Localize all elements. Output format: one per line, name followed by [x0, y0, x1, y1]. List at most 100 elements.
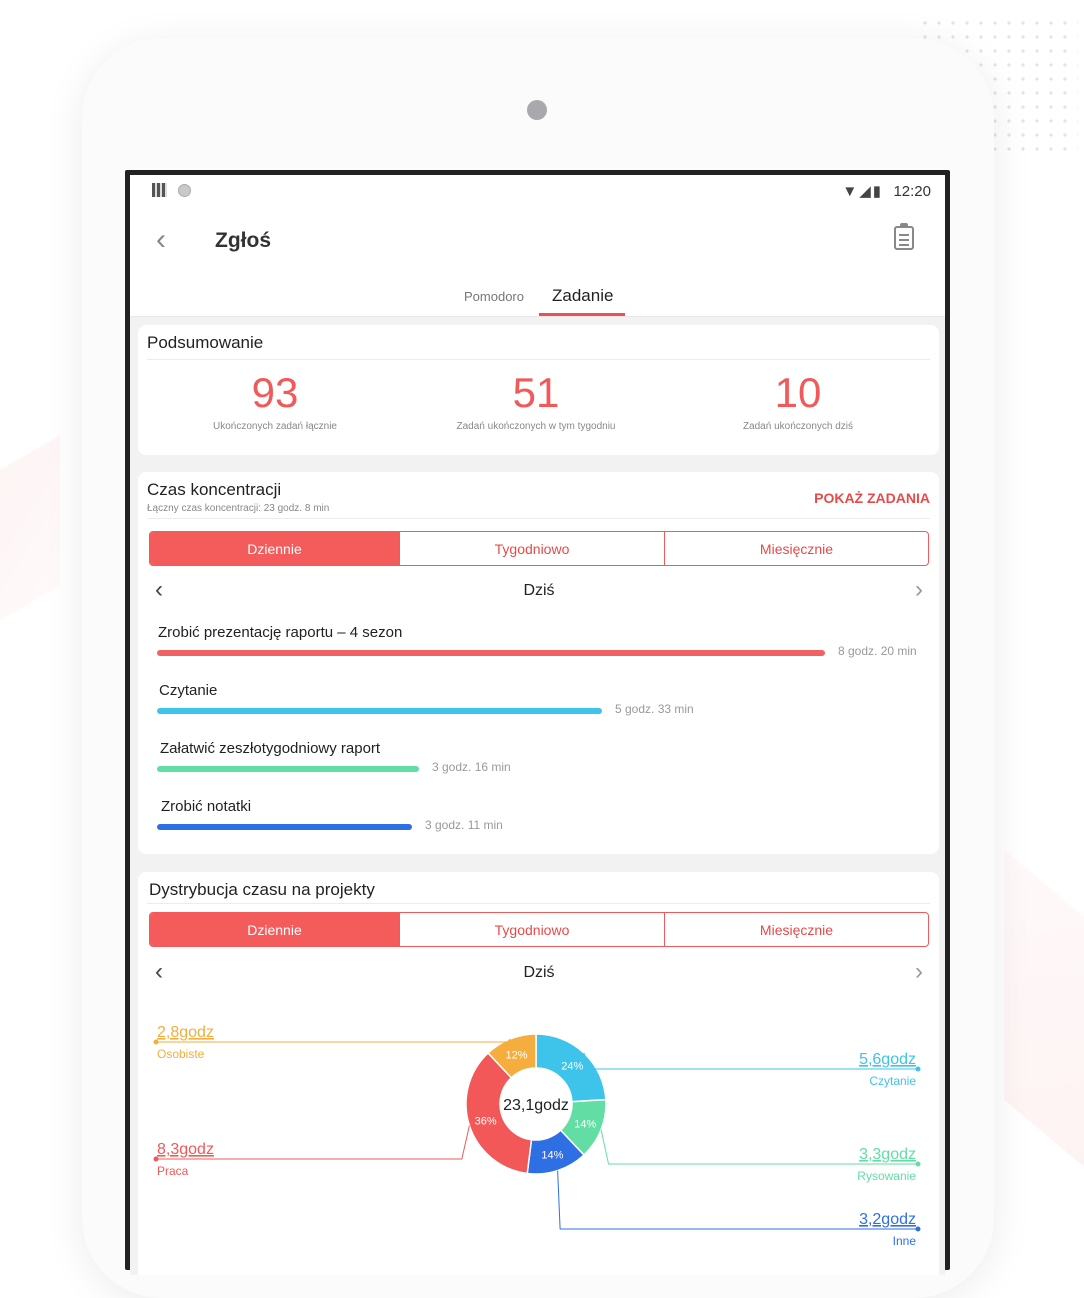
- notification-dot-icon: [178, 184, 191, 197]
- leader-dot: [153, 1039, 159, 1045]
- qr-icon: [152, 183, 167, 197]
- period-navigator: ‹ Dziś ›: [149, 958, 929, 988]
- stat-label: Zadań ukończonych w tym tygodniu: [456, 421, 616, 432]
- device-screen: ▼◢▮ 12:20 ‹ Zgłoś Pomodoro Zadanie Podsu…: [125, 170, 950, 1275]
- clipboard-icon[interactable]: [894, 223, 914, 250]
- camera-icon: [527, 100, 547, 120]
- slice-percent-label: 14%: [574, 1119, 596, 1131]
- chevron-right-icon[interactable]: ›: [915, 958, 923, 985]
- slice-hours-label: 2,8godz: [157, 1024, 214, 1041]
- distribution-segmented-control: Dziennie Tygodniowo Miesięcznie: [149, 912, 929, 947]
- slice-name-label: Rysowanie: [857, 1169, 916, 1183]
- slice-hours-label: 3,2godz: [859, 1211, 916, 1228]
- divider: [147, 359, 930, 360]
- task-name: Załatwić zeszłotygodniowy raport: [160, 740, 381, 757]
- task-name: Czytanie: [159, 682, 218, 699]
- segment-daily[interactable]: Dziennie: [150, 532, 399, 565]
- task-duration: 3 godz. 16 min: [432, 760, 511, 774]
- task-duration-bar: [157, 766, 419, 772]
- leader-dot: [915, 1161, 921, 1167]
- stat-value: 10: [774, 369, 822, 416]
- signal-battery-icons: ▼◢▮: [842, 183, 883, 200]
- slice-hours-label: 3,3godz: [859, 1146, 916, 1163]
- background-decoration: [1004, 849, 1084, 1201]
- app-bar: ‹ Zgłoś Pomodoro Zadanie: [130, 205, 945, 317]
- slice-hours-label: 8,3godz: [157, 1141, 214, 1158]
- focus-card: Czas koncentracji Łączny czas koncentrac…: [138, 472, 939, 854]
- status-time: 12:20: [893, 183, 931, 200]
- tab-pomodoro[interactable]: Pomodoro: [464, 289, 524, 304]
- task-duration: 5 godz. 33 min: [615, 702, 694, 716]
- period-segmented-control: Dziennie Tygodniowo Miesięcznie: [149, 531, 929, 566]
- stat-week: 51 Zadań ukończonych w tym tygodniu: [406, 369, 666, 432]
- slice-percent-label: 24%: [561, 1060, 583, 1072]
- task-duration-bar: [157, 708, 602, 714]
- task-duration: 8 godz. 20 min: [838, 644, 917, 658]
- leader-line: [156, 1125, 470, 1160]
- stat-total: 93 Ukończonych zadań łącznie: [145, 369, 405, 432]
- stat-label: Ukończonych zadań łącznie: [213, 421, 337, 432]
- segment-monthly[interactable]: Miesięcznie: [664, 532, 928, 565]
- distribution-title: Dystrybucja czasu na projekty: [149, 880, 375, 899]
- tab-zadanie[interactable]: Zadanie: [552, 286, 614, 305]
- slice-percent-label: 14%: [541, 1149, 563, 1161]
- slice-name-label: Czytanie: [869, 1074, 916, 1088]
- slice-name-label: Praca: [157, 1164, 189, 1178]
- leader-dot: [153, 1156, 159, 1162]
- donut-slice: [465, 1051, 533, 1175]
- task-name: Zrobić notatki: [161, 798, 252, 815]
- slice-percent-label: 36%: [475, 1115, 497, 1127]
- app-screen: ▼◢▮ 12:20 ‹ Zgłoś Pomodoro Zadanie Podsu…: [130, 175, 945, 1275]
- leader-line: [156, 1038, 511, 1043]
- chevron-right-icon[interactable]: ›: [915, 576, 923, 603]
- distribution-card: Dystrybucja czasu na projekty Dziennie T…: [138, 872, 939, 1275]
- segment-daily[interactable]: Dziennie: [150, 913, 399, 946]
- background-decoration: [0, 435, 60, 655]
- leader-line: [557, 1170, 918, 1230]
- divider: [147, 903, 930, 904]
- slice-hours-label: 5,6godz: [859, 1051, 916, 1068]
- task-row[interactable]: Zrobić notatki 3 godz. 11 min: [157, 798, 927, 848]
- project-distribution-donut-chart: 24% 5,6godz Czytanie 14% 3,3godz Rysowanie 14%…: [153, 1024, 921, 1248]
- page-title: Zgłoś: [215, 229, 271, 252]
- stat-value: 93: [251, 369, 299, 416]
- task-row[interactable]: Czytanie 5 godz. 33 min: [157, 682, 927, 732]
- period-label: Dziś: [523, 964, 555, 981]
- segment-weekly[interactable]: Tygodniowo: [399, 532, 664, 565]
- segment-weekly[interactable]: Tygodniowo: [399, 913, 664, 946]
- status-bar: ▼◢▮ 12:20: [130, 175, 945, 205]
- chevron-left-icon[interactable]: ‹: [155, 576, 163, 603]
- chevron-left-icon[interactable]: ‹: [156, 223, 166, 256]
- slice-percent-label: 12%: [505, 1050, 527, 1062]
- slice-name-label: Osobiste: [157, 1047, 205, 1061]
- summary-card: Podsumowanie 93 Ukończonych zadań łączni…: [138, 325, 939, 455]
- stat-today: 10 Zadań ukończonych dziś: [668, 369, 928, 432]
- period-label: Dziś: [523, 582, 555, 599]
- donut-center-label: 23,1godz: [503, 1097, 569, 1114]
- leader-line: [600, 1129, 918, 1165]
- task-row[interactable]: Zrobić prezentację raportu – 4 sezon 8 go…: [157, 624, 927, 674]
- slice-name-label: Inne: [893, 1234, 917, 1248]
- leader-dot: [915, 1226, 921, 1232]
- donut-slice: [535, 1033, 607, 1103]
- period-navigator: ‹ Dziś ›: [149, 576, 929, 606]
- summary-title: Podsumowanie: [147, 333, 264, 352]
- task-name: Zrobić prezentację raportu – 4 sezon: [158, 624, 403, 641]
- task-duration: 3 godz. 11 min: [425, 818, 503, 832]
- stat-value: 51: [512, 369, 560, 416]
- divider: [147, 518, 930, 519]
- active-tab-indicator: [539, 313, 625, 316]
- donut-slice: [487, 1033, 537, 1079]
- tab-bar: Pomodoro Zadanie: [130, 279, 945, 317]
- leader-dot: [915, 1066, 921, 1072]
- focus-title: Czas koncentracji: [147, 480, 282, 499]
- focus-subtitle: Łączny czas koncentracji: 23 godz. 8 min: [147, 503, 330, 514]
- task-row[interactable]: Załatwić zeszłotygodniowy raport 3 godz. …: [157, 740, 927, 790]
- stat-label: Zadań ukończonych dziś: [742, 421, 854, 432]
- task-duration-bar: [157, 650, 825, 656]
- segment-monthly[interactable]: Miesięcznie: [664, 913, 928, 946]
- show-tasks-button[interactable]: POKAŻ ZADANIA: [814, 490, 930, 506]
- chevron-left-icon[interactable]: ‹: [155, 958, 163, 985]
- leader-line: [583, 1052, 918, 1070]
- task-duration-bar: [157, 824, 412, 830]
